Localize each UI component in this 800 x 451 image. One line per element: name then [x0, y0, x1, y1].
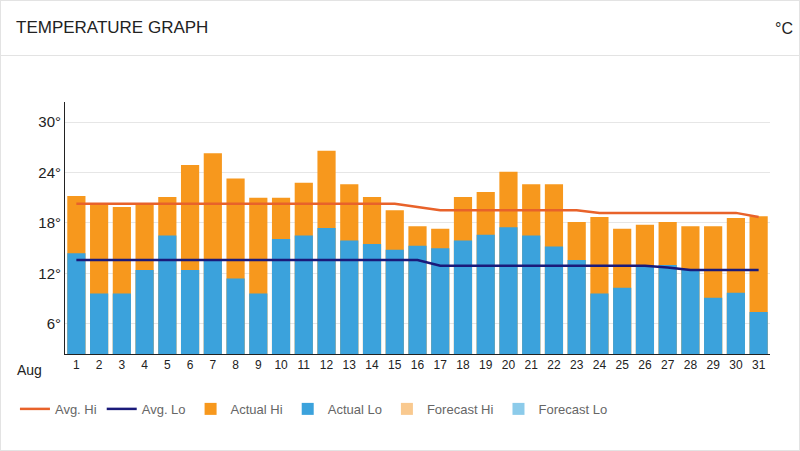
svg-text:Avg. Hi: Avg. Hi — [55, 402, 97, 417]
svg-text:30: 30 — [729, 358, 743, 372]
svg-text:3: 3 — [119, 358, 126, 372]
svg-text:26: 26 — [638, 358, 652, 372]
svg-text:20: 20 — [502, 358, 516, 372]
svg-text:°C: °C — [775, 20, 793, 37]
svg-text:25: 25 — [616, 358, 630, 372]
svg-text:12°: 12° — [38, 265, 61, 282]
svg-text:18°: 18° — [38, 214, 61, 231]
svg-text:21: 21 — [525, 358, 539, 372]
svg-text:Avg. Lo: Avg. Lo — [142, 402, 186, 417]
svg-text:17: 17 — [434, 358, 448, 372]
svg-text:Actual Hi: Actual Hi — [231, 402, 283, 417]
svg-text:1: 1 — [73, 358, 80, 372]
svg-text:9: 9 — [255, 358, 262, 372]
svg-text:Forecast Lo: Forecast Lo — [538, 402, 607, 417]
svg-text:10: 10 — [274, 358, 288, 372]
svg-text:19: 19 — [479, 358, 493, 372]
svg-text:13: 13 — [343, 358, 357, 372]
svg-text:8: 8 — [232, 358, 239, 372]
svg-text:23: 23 — [570, 358, 584, 372]
svg-text:5: 5 — [164, 358, 171, 372]
svg-text:TEMPERATURE GRAPH: TEMPERATURE GRAPH — [16, 18, 208, 37]
svg-text:22: 22 — [547, 358, 561, 372]
svg-text:Forecast Hi: Forecast Hi — [427, 402, 494, 417]
svg-text:Actual Lo: Actual Lo — [328, 402, 382, 417]
svg-text:14: 14 — [365, 358, 379, 372]
svg-text:27: 27 — [661, 358, 675, 372]
svg-text:2: 2 — [96, 358, 103, 372]
svg-text:16: 16 — [411, 358, 425, 372]
svg-text:24: 24 — [593, 358, 607, 372]
svg-text:4: 4 — [141, 358, 148, 372]
svg-text:15: 15 — [388, 358, 402, 372]
svg-text:30°: 30° — [38, 113, 61, 130]
svg-text:18: 18 — [456, 358, 470, 372]
svg-text:24°: 24° — [38, 164, 61, 181]
svg-text:12: 12 — [320, 358, 334, 372]
svg-text:7: 7 — [209, 358, 216, 372]
svg-text:28: 28 — [684, 358, 698, 372]
svg-text:6: 6 — [187, 358, 194, 372]
svg-text:31: 31 — [752, 358, 766, 372]
svg-text:29: 29 — [706, 358, 720, 372]
svg-text:6°: 6° — [47, 315, 61, 332]
svg-text:Aug: Aug — [17, 362, 42, 378]
svg-text:11: 11 — [298, 358, 311, 372]
